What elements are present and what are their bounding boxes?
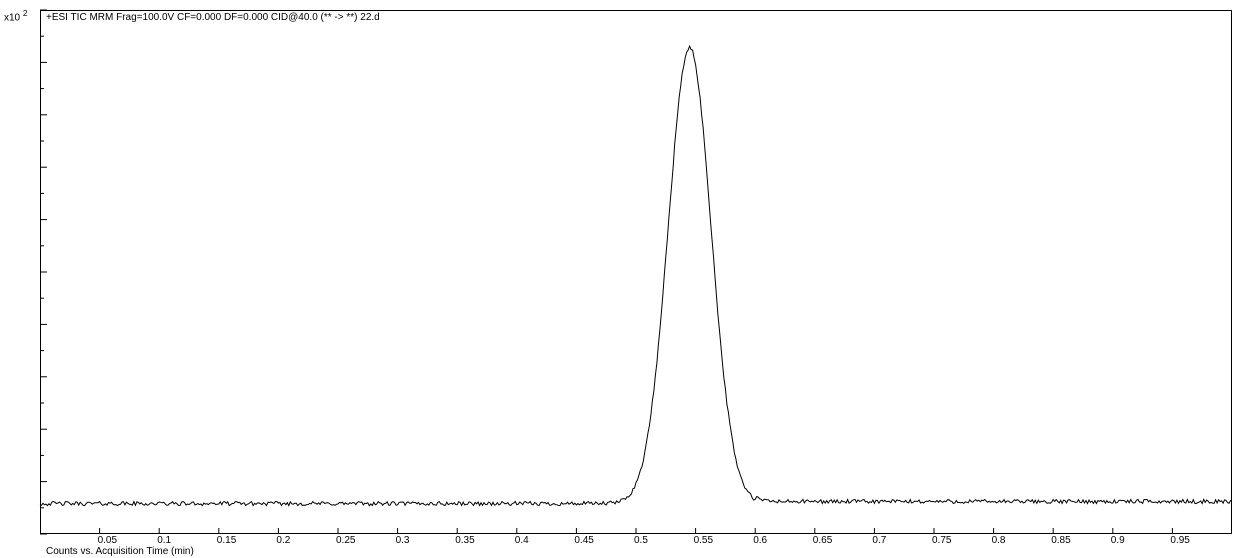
x-tick-label: 0.3: [396, 535, 410, 546]
x-tick-label: 0.85: [1051, 535, 1070, 546]
x-tick-label: 0.25: [336, 535, 355, 546]
x-tick-label: 0.6: [753, 535, 767, 546]
chart-svg: [0, 0, 1240, 558]
x-tick-label: 0.15: [217, 535, 236, 546]
x-tick-label: 0.55: [694, 535, 713, 546]
x-tick-label: 0.75: [932, 535, 951, 546]
x-tick-label: 0.4: [515, 535, 529, 546]
x-tick-label: 0.65: [813, 535, 832, 546]
x-axis-label: Counts vs. Acquisition Time (min): [46, 546, 194, 557]
x-tick-label: 0.7: [872, 535, 886, 546]
x-tick-label: 0.5: [634, 535, 648, 546]
x-tick-label: 0.35: [455, 535, 474, 546]
x-tick-label: 0.9: [1111, 535, 1125, 546]
x-tick-label: 0.05: [98, 535, 117, 546]
chromatogram-container: x10 2 +ESI TIC MRM Frag=100.0V CF=0.000 …: [0, 0, 1240, 558]
x-tick-label: 0.45: [574, 535, 593, 546]
x-tick-label: 0.1: [157, 535, 171, 546]
x-tick-label: 0.2: [276, 535, 290, 546]
x-tick-label: 0.8: [992, 535, 1006, 546]
x-tick-label: 0.95: [1170, 535, 1189, 546]
